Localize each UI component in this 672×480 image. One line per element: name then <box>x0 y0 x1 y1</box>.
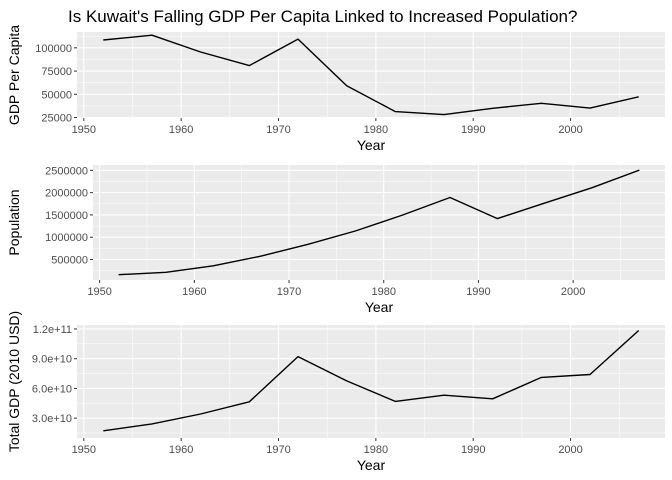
x-tick-label: 1990 <box>466 286 490 298</box>
panel-population: 1950 1960 1970 1980 1990 2000 500000 1000000 150… <box>6 165 665 315</box>
y-axis-title: Total GDP (2010 USD) <box>6 311 22 452</box>
x-axis-title: Year <box>365 299 394 315</box>
x-tick-label: 2000 <box>558 124 582 136</box>
x-tick-label: 2000 <box>558 444 582 456</box>
y-tick-label: 100000 <box>35 43 72 55</box>
x-tick-label: 1970 <box>277 286 301 298</box>
y-tick-label: 1500000 <box>45 210 88 222</box>
series-line <box>118 169 640 276</box>
y-axis-title: GDP Per Capita <box>6 25 22 125</box>
y-tick-label: 9.0e+10 <box>32 354 72 366</box>
x-tick-label: 1950 <box>72 124 96 136</box>
y-tick-label: 2500000 <box>45 165 88 177</box>
x-tick-label: 2000 <box>561 286 585 298</box>
x-tick-label: 1950 <box>87 286 111 298</box>
x-tick-label: 1960 <box>169 444 193 456</box>
chart-title: Is Kuwait's Falling GDP Per Capita Linke… <box>68 7 577 26</box>
y-tick-label: 25000 <box>41 113 72 125</box>
series-line <box>103 34 639 116</box>
y-tick-label: 6.0e+10 <box>32 383 72 395</box>
x-tick-label: 1980 <box>371 286 395 298</box>
series-line <box>103 329 640 432</box>
y-tick-label: 2000000 <box>45 188 88 200</box>
y-tick-label: 3.0e+10 <box>32 413 72 425</box>
y-tick-label: 500000 <box>51 254 88 266</box>
x-tick-label: 1990 <box>461 124 485 136</box>
y-tick-label: 75000 <box>41 66 72 78</box>
y-tick-label: 1000000 <box>45 232 88 244</box>
x-tick-label: 1990 <box>461 444 485 456</box>
panel-total-gdp: 1950 1960 1970 1980 1990 2000 3.0e+10 6.0e+10 9.… <box>6 311 665 473</box>
x-tick-label: 1960 <box>182 286 206 298</box>
y-tick-label: 1.2e+11 <box>33 324 72 336</box>
panel-background <box>77 32 665 118</box>
x-axis-title: Year <box>357 137 386 153</box>
x-tick-label: 1970 <box>266 444 290 456</box>
y-axis-title: Population <box>6 189 22 255</box>
x-axis-title: Year <box>357 457 386 473</box>
x-tick-label: 1950 <box>72 444 96 456</box>
y-tick-label: 50000 <box>41 89 72 101</box>
x-tick-label: 1960 <box>169 124 193 136</box>
panel-gdp-per-capita: 1950 1960 1970 1980 1990 2000 25000 50000 75000 1… <box>6 25 665 153</box>
x-tick-label: 1970 <box>266 124 290 136</box>
x-tick-label: 1980 <box>364 124 388 136</box>
x-tick-label: 1980 <box>364 444 388 456</box>
